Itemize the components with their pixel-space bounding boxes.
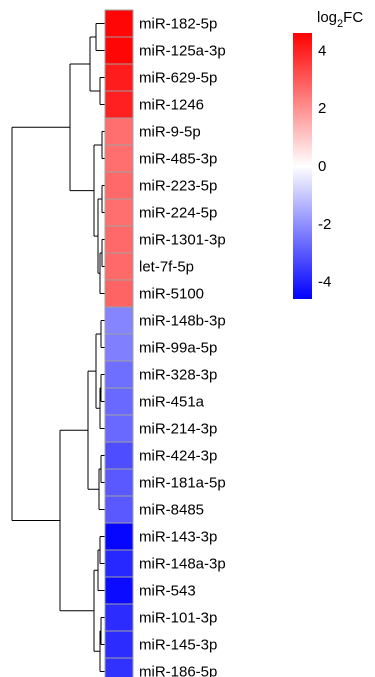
heatmap-cell xyxy=(104,522,134,551)
row-label: miR-101-3p xyxy=(139,610,217,627)
row-dendrogram xyxy=(11,23,105,672)
heatmap-cell xyxy=(104,414,134,443)
colorbar-tick-label: 2 xyxy=(318,100,326,117)
heatmap-cell xyxy=(104,549,134,578)
heatmap-cell xyxy=(104,252,134,281)
heatmap-cell xyxy=(104,171,134,200)
row-label: miR-1246 xyxy=(139,97,204,114)
heatmap-cell xyxy=(104,279,134,308)
heatmap-cell xyxy=(104,333,134,362)
row-label: miR-145-3p xyxy=(139,637,217,654)
heatmap-cell xyxy=(104,225,134,254)
row-label: miR-214-3p xyxy=(139,421,217,438)
row-label: miR-5100 xyxy=(139,286,204,303)
heatmap-cell xyxy=(104,495,134,524)
heatmap-cell xyxy=(104,576,134,605)
row-label: miR-451a xyxy=(139,394,205,411)
row-label: miR-99a-5p xyxy=(139,340,217,357)
row-label: miR-1301-3p xyxy=(139,232,226,249)
colorbar-tick-label: -2 xyxy=(318,216,331,233)
colorbar-title: log2FC xyxy=(317,9,363,30)
heatmap-cell xyxy=(104,630,134,659)
heatmap-cell xyxy=(104,387,134,416)
heatmap-cell xyxy=(104,36,134,65)
row-label: miR-186-5p xyxy=(139,664,217,677)
heatmap-cell xyxy=(104,306,134,335)
colorbar-legend: log2FC 4 2 0 -2 -4 xyxy=(293,9,363,299)
row-label: miR-328-3p xyxy=(139,367,217,384)
row-label: miR-224-5p xyxy=(139,205,217,222)
heatmap-cell xyxy=(104,117,134,146)
heatmap-cell xyxy=(104,144,134,173)
heatmap-cell xyxy=(104,360,134,389)
colorbar-tick-label: 4 xyxy=(318,42,326,59)
row-label: miR-629-5p xyxy=(139,70,217,87)
row-label: miR-148a-3p xyxy=(139,556,226,573)
row-label: miR-125a-3p xyxy=(139,43,226,60)
row-label: miR-223-5p xyxy=(139,178,217,195)
row-label: miR-181a-5p xyxy=(139,475,226,492)
heatmap-cell xyxy=(104,603,134,632)
row-label: miR-9-5p xyxy=(139,124,201,141)
colorbar-tick-label: -4 xyxy=(318,274,331,291)
heatmap-cell xyxy=(104,441,134,470)
row-label: miR-485-3p xyxy=(139,151,217,168)
heatmap-cells xyxy=(104,9,134,677)
row-label: let-7f-5p xyxy=(139,259,194,276)
colorbar-tick-label: 0 xyxy=(318,158,326,175)
heatmap-cell xyxy=(104,90,134,119)
row-label: miR-424-3p xyxy=(139,448,217,465)
heatmap-cell xyxy=(104,198,134,227)
row-labels: miR-182-5p miR-125a-3p miR-629-5p miR-1246 m… xyxy=(139,16,226,677)
colorbar-gradient xyxy=(293,33,312,299)
row-label: miR-143-3p xyxy=(139,529,217,546)
heatmap-cell xyxy=(104,63,134,92)
colorbar-ticks: 4 2 0 -2 -4 xyxy=(312,42,331,291)
heatmap-cell xyxy=(104,657,134,677)
row-label: miR-8485 xyxy=(139,502,204,519)
row-label: miR-543 xyxy=(139,583,196,600)
row-label: miR-148b-3p xyxy=(139,313,226,330)
row-label: miR-182-5p xyxy=(139,16,217,33)
heatmap-cell xyxy=(104,9,134,38)
heatmap-cell xyxy=(104,468,134,497)
